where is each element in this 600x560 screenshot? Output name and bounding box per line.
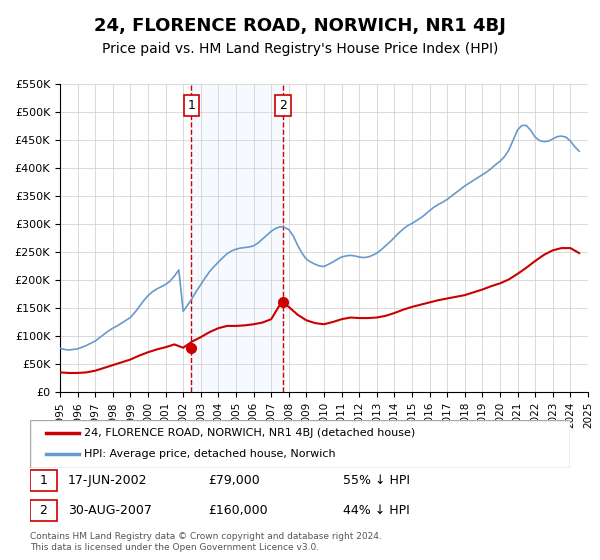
Text: 2: 2 bbox=[279, 99, 287, 112]
Text: 2: 2 bbox=[40, 503, 47, 517]
Text: This data is licensed under the Open Government Licence v3.0.: This data is licensed under the Open Gov… bbox=[30, 543, 319, 552]
Text: 17-JUN-2002: 17-JUN-2002 bbox=[68, 474, 148, 487]
Text: 1: 1 bbox=[40, 474, 47, 487]
FancyBboxPatch shape bbox=[30, 470, 57, 491]
FancyBboxPatch shape bbox=[30, 420, 570, 468]
Text: £79,000: £79,000 bbox=[208, 474, 260, 487]
Text: 55% ↓ HPI: 55% ↓ HPI bbox=[343, 474, 410, 487]
Text: HPI: Average price, detached house, Norwich: HPI: Average price, detached house, Norw… bbox=[84, 449, 335, 459]
Text: 44% ↓ HPI: 44% ↓ HPI bbox=[343, 503, 410, 517]
Text: Contains HM Land Registry data © Crown copyright and database right 2024.: Contains HM Land Registry data © Crown c… bbox=[30, 532, 382, 541]
Text: 30-AUG-2007: 30-AUG-2007 bbox=[68, 503, 152, 517]
Text: 24, FLORENCE ROAD, NORWICH, NR1 4BJ (detached house): 24, FLORENCE ROAD, NORWICH, NR1 4BJ (det… bbox=[84, 428, 415, 438]
Text: £160,000: £160,000 bbox=[208, 503, 268, 517]
Text: 1: 1 bbox=[187, 99, 195, 112]
Text: 24, FLORENCE ROAD, NORWICH, NR1 4BJ: 24, FLORENCE ROAD, NORWICH, NR1 4BJ bbox=[94, 17, 506, 35]
FancyBboxPatch shape bbox=[30, 500, 57, 521]
Text: Price paid vs. HM Land Registry's House Price Index (HPI): Price paid vs. HM Land Registry's House … bbox=[102, 42, 498, 56]
Bar bbox=[191, 84, 283, 392]
